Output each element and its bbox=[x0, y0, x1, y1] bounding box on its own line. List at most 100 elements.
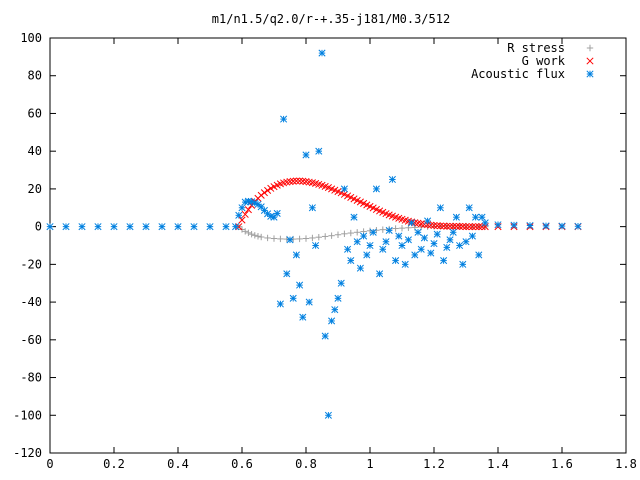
data-point bbox=[283, 270, 291, 278]
data-point bbox=[305, 298, 313, 306]
data-point bbox=[510, 221, 518, 229]
data-point bbox=[369, 228, 377, 236]
data-point bbox=[462, 223, 470, 231]
y-tick-label: 60 bbox=[28, 106, 42, 120]
data-point bbox=[110, 223, 118, 231]
data-point bbox=[286, 236, 294, 244]
data-point bbox=[481, 219, 489, 227]
y-tick-label: -60 bbox=[20, 333, 42, 347]
x-tick-label: 1.4 bbox=[487, 457, 509, 471]
data-point bbox=[302, 235, 310, 242]
y-tick-label: -100 bbox=[13, 408, 42, 422]
y-tick-label: -20 bbox=[20, 257, 42, 271]
data-point bbox=[347, 229, 354, 237]
data-point bbox=[318, 49, 326, 57]
data-point bbox=[376, 270, 384, 278]
legend-label: G work bbox=[522, 54, 566, 68]
data-point bbox=[158, 223, 166, 231]
y-tick-label: -120 bbox=[13, 446, 42, 460]
data-point bbox=[251, 232, 258, 239]
data-point bbox=[242, 228, 249, 235]
y-tick-label: 0 bbox=[35, 220, 42, 234]
data-point bbox=[238, 204, 246, 212]
data-point bbox=[254, 233, 262, 240]
data-point bbox=[456, 241, 464, 250]
legend-marker bbox=[586, 57, 594, 65]
data-point bbox=[449, 222, 457, 231]
data-point bbox=[452, 213, 460, 221]
y-tick-label: -40 bbox=[20, 295, 42, 309]
data-point bbox=[417, 245, 425, 253]
data-point bbox=[395, 232, 403, 240]
data-point bbox=[276, 300, 284, 308]
data-point bbox=[449, 228, 457, 236]
data-point bbox=[392, 225, 399, 232]
data-point bbox=[443, 243, 451, 251]
data-point bbox=[238, 216, 246, 224]
data-point bbox=[354, 229, 361, 236]
data-point bbox=[292, 251, 300, 259]
data-point bbox=[296, 235, 303, 243]
data-point bbox=[526, 221, 534, 230]
data-point bbox=[340, 185, 348, 193]
data-point bbox=[424, 217, 432, 225]
data-point bbox=[341, 230, 348, 238]
data-point bbox=[446, 236, 454, 244]
data-point bbox=[328, 317, 336, 325]
data-point bbox=[46, 223, 54, 231]
data-point bbox=[292, 177, 300, 185]
chart-title: m1/n1.5/q2.0/r-+.35-j181/M0.3/512 bbox=[212, 12, 450, 26]
data-point bbox=[430, 221, 438, 230]
data-point bbox=[235, 211, 243, 219]
data-point bbox=[404, 236, 412, 244]
data-point bbox=[414, 228, 422, 236]
data-point bbox=[456, 222, 464, 231]
y-tick-label: 40 bbox=[28, 144, 42, 158]
data-point bbox=[478, 213, 486, 221]
legend-marker bbox=[586, 44, 594, 52]
series-acoustic-flux bbox=[46, 49, 582, 419]
data-point bbox=[322, 233, 329, 240]
data-point bbox=[142, 223, 150, 231]
x-tick-label: 0.4 bbox=[167, 457, 189, 471]
x-tick-label: 1.2 bbox=[423, 457, 445, 471]
x-tick-label: 0.8 bbox=[295, 457, 317, 471]
data-point bbox=[337, 279, 345, 287]
data-point bbox=[315, 147, 323, 155]
y-tick-label: -80 bbox=[20, 371, 42, 385]
x-tick-label: 1.6 bbox=[551, 457, 573, 471]
data-point bbox=[296, 177, 304, 185]
data-point bbox=[465, 223, 473, 231]
data-point bbox=[347, 257, 355, 265]
data-point bbox=[542, 222, 550, 230]
legend-label: R stress bbox=[507, 41, 565, 55]
data-point bbox=[321, 332, 329, 340]
data-point bbox=[379, 245, 387, 253]
data-point bbox=[232, 223, 240, 231]
x-tick-label: 0 bbox=[46, 457, 53, 471]
data-point bbox=[472, 223, 480, 231]
data-point bbox=[289, 177, 297, 185]
y-tick-label: 80 bbox=[28, 69, 42, 83]
data-point bbox=[264, 186, 272, 194]
data-point bbox=[558, 222, 566, 230]
data-point bbox=[350, 213, 358, 221]
data-point bbox=[62, 223, 70, 231]
data-point bbox=[446, 222, 454, 230]
data-point bbox=[459, 222, 467, 231]
data-point bbox=[289, 294, 297, 302]
data-point bbox=[443, 222, 451, 230]
data-point bbox=[452, 222, 460, 231]
data-point bbox=[258, 233, 265, 241]
data-point bbox=[94, 223, 102, 231]
plot-area-frame bbox=[49, 37, 627, 454]
data-point bbox=[280, 115, 288, 123]
series-g-work bbox=[235, 177, 582, 231]
data-point bbox=[468, 232, 476, 240]
y-tick-label: 20 bbox=[28, 182, 42, 196]
data-point bbox=[334, 294, 342, 302]
data-point bbox=[78, 223, 86, 231]
data-point bbox=[248, 230, 255, 238]
data-point bbox=[468, 223, 476, 231]
